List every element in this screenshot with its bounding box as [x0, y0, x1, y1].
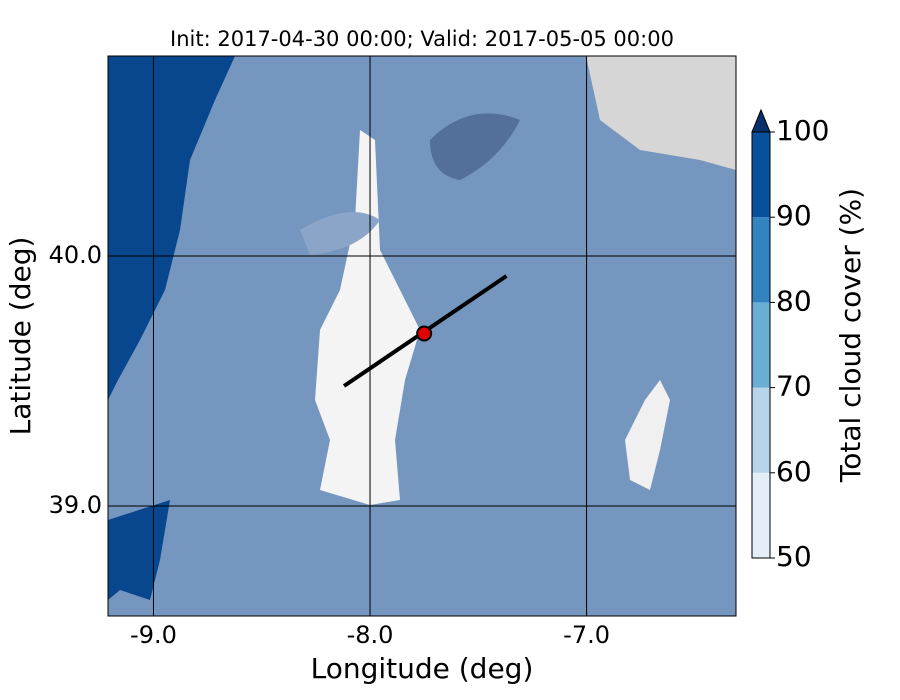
colorbar-segment	[752, 217, 770, 303]
mountains	[300, 212, 380, 255]
colorbar-label: Total cloud cover (%)	[834, 188, 867, 483]
colorbar-tick-label: 50	[776, 540, 812, 573]
colorbar-tick-label: 90	[776, 199, 812, 232]
map-background	[108, 56, 736, 616]
colorbar-segment	[752, 132, 770, 218]
high-terrain	[586, 56, 736, 170]
clear-patch	[315, 130, 420, 505]
x-tick-label: -9.0	[130, 621, 177, 649]
y-axis-label: Latitude (deg)	[4, 237, 37, 436]
x-tick-label: -7.0	[563, 621, 610, 649]
colorbar-tick-label: 100	[776, 114, 829, 147]
colorbar-tick-label: 70	[776, 370, 812, 403]
colorbar-segment	[752, 472, 770, 558]
x-axis-label: Longitude (deg)	[311, 652, 534, 685]
ocean	[108, 56, 235, 400]
location-point	[416, 325, 433, 342]
colorbar-segment	[752, 387, 770, 473]
colorbar-segment	[752, 302, 770, 388]
mountains	[430, 113, 520, 180]
x-tick-label: -8.0	[347, 621, 394, 649]
chart-title: Init: 2017-04-30 00:00; Valid: 2017-05-0…	[170, 27, 674, 51]
y-tick-label: 40.0	[49, 241, 102, 269]
colorbar-extend	[751, 108, 771, 133]
y-tick-label: 39.0	[49, 491, 102, 519]
colorbar-frame	[751, 131, 771, 559]
plot-frame	[107, 55, 737, 617]
colorbar-tick-label: 80	[776, 284, 812, 317]
estuary	[108, 500, 170, 600]
clear-patch	[625, 380, 670, 490]
colorbar-tick-label: 60	[776, 455, 812, 488]
